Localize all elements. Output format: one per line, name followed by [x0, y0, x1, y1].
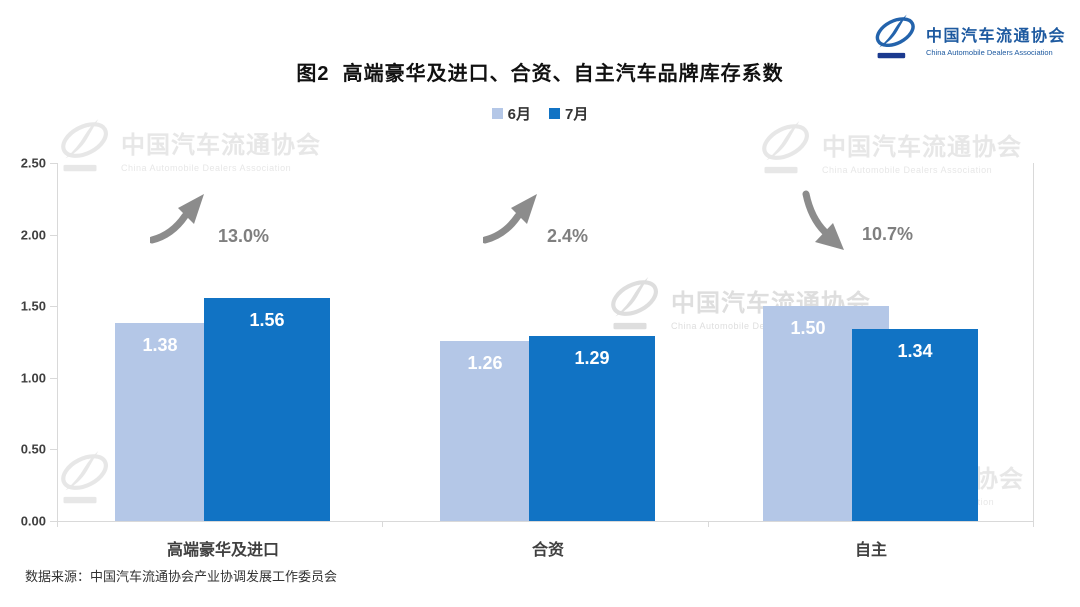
bar-7月-自主	[852, 329, 978, 521]
watermark-text-zh: 中国汽车流通协会	[822, 134, 1022, 161]
change-arrow-up-icon	[148, 192, 214, 249]
y-axis-tick	[50, 378, 57, 379]
bar-7月-高端豪华及进口	[204, 298, 330, 521]
legend-label-july: 7月	[565, 106, 589, 123]
y-axis-tick	[50, 306, 57, 307]
watermark-logo: 中国汽车流通协会 China Automobile Dealers Associa…	[58, 116, 321, 182]
y-axis-tick	[50, 449, 57, 450]
watermark-emblem-icon	[58, 448, 113, 514]
y-tick-label: 1.00	[20, 370, 46, 386]
legend-swatch-june	[491, 108, 503, 119]
legend: 6月 7月	[0, 103, 1080, 124]
x-axis-line	[57, 521, 1033, 522]
bar-7月-合资	[529, 336, 655, 521]
association-emblem-icon	[873, 12, 919, 68]
watermark-text-en: China Automobile Dealers Association	[822, 165, 993, 175]
change-arrow-down-icon	[800, 190, 856, 257]
logo-name-en: China Automobile Dealers Association	[925, 48, 1053, 57]
legend-item-june: 6月	[491, 103, 531, 124]
change-percent-label: 10.7%	[862, 224, 914, 244]
y-tick-label: 1.50	[20, 298, 46, 314]
plot-right-border	[1033, 163, 1034, 521]
watermark-emblem-icon	[759, 118, 814, 184]
y-axis-line	[57, 163, 58, 521]
watermark-logo: 中国汽车流通协会 China Automobile Dealers Associa…	[759, 118, 1022, 184]
change-arrow-up-icon	[481, 192, 547, 249]
bar-value-6月-合资: 1.26	[467, 353, 503, 373]
x-axis-tick	[1033, 521, 1034, 527]
bar-value-7月-自主: 1.34	[897, 341, 933, 361]
bar-value-7月-合资: 1.29	[574, 348, 610, 368]
watermark-text-en: China Automobile Dealers Association	[671, 321, 842, 331]
association-logo: 中国汽车流通协会 China Automobile Dealers Associ…	[873, 12, 1066, 68]
bar-value-7月-高端豪华及进口: 1.56	[249, 310, 285, 330]
logo-name-zh: 中国汽车流通协会	[925, 28, 1066, 45]
y-tick-label: 2.00	[20, 227, 46, 243]
change-percent-label: 2.4%	[547, 226, 589, 246]
y-axis-tick	[50, 521, 57, 522]
watermark-text-en: China Automobile Dealers Association	[121, 163, 292, 173]
y-tick-label: 2.50	[20, 155, 46, 171]
y-axis-tick	[50, 235, 57, 236]
y-tick-label: 0.50	[20, 441, 46, 457]
watermark-emblem-icon	[58, 116, 113, 182]
y-tick-label: 0.00	[20, 513, 46, 529]
bar-value-6月-自主: 1.50	[790, 318, 826, 338]
y-axis-tick	[50, 163, 57, 164]
legend-label-june: 6月	[507, 106, 531, 123]
category-label-高端豪华及进口: 高端豪华及进口	[166, 542, 280, 559]
category-label-合资: 合资	[531, 542, 565, 559]
legend-item-july: 7月	[549, 103, 588, 124]
bar-value-6月-高端豪华及进口: 1.38	[142, 335, 178, 355]
x-axis-tick	[382, 521, 383, 527]
chart-title: 图2 高端豪华及进口、合资、自主汽车品牌库存系数	[296, 63, 784, 85]
data-source-note: 数据来源：中国汽车流通协会产业协调发展工作委员会	[25, 569, 338, 584]
watermark-text-zh: 中国汽车流通协会	[121, 132, 321, 159]
watermark-emblem-icon	[608, 274, 663, 340]
x-axis-tick	[57, 521, 58, 527]
category-label-自主: 自主	[854, 542, 888, 559]
x-axis-tick	[708, 521, 709, 527]
change-percent-label: 13.0%	[218, 226, 270, 246]
legend-swatch-july	[549, 108, 560, 119]
